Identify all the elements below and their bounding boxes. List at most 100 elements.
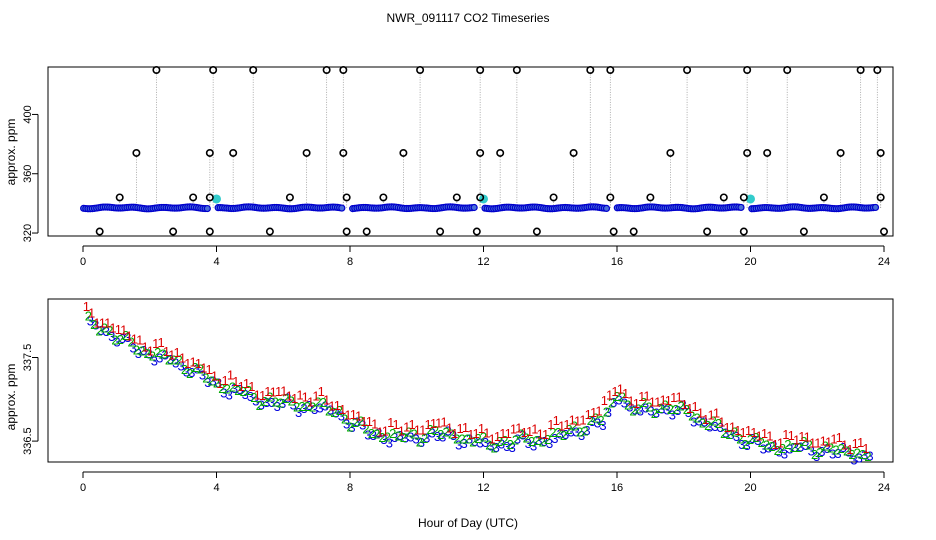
outlier-point <box>703 227 712 236</box>
series-2-point: 2 <box>571 419 578 434</box>
series-2-point: 2 <box>111 332 118 347</box>
series-2-point: 2 <box>501 433 508 448</box>
series-2-point: 2 <box>512 432 519 447</box>
series-3-point: 3 <box>322 399 329 414</box>
series-1-point: 1 <box>691 399 698 414</box>
series-2-point: 2 <box>496 434 503 449</box>
series-3-point: 3 <box>145 347 152 362</box>
series-2-point: 2 <box>416 434 423 449</box>
series-3-point: 3 <box>487 439 494 454</box>
series-2-point: 2 <box>357 413 364 428</box>
series-1-point: 1 <box>355 409 362 424</box>
series-1-point: 1 <box>168 347 175 362</box>
series-2-point: 2 <box>346 419 353 434</box>
series-2-point: 2 <box>619 389 626 404</box>
outlier-point <box>739 193 748 202</box>
series-3-point: 3 <box>113 334 120 349</box>
series-1-point: 1 <box>382 424 389 439</box>
outlier-point <box>265 227 274 236</box>
series-2-point: 2 <box>384 430 391 445</box>
series-3-point: 3 <box>695 413 702 428</box>
series-1-point: 1 <box>756 428 763 443</box>
outlier-point <box>285 193 294 202</box>
series-2-point: 2 <box>304 399 311 414</box>
series-1-point: 1 <box>157 335 164 350</box>
series-1-point: 1 <box>441 414 448 429</box>
series-2-point: 2 <box>715 416 722 431</box>
series-1-point: 1 <box>179 350 186 365</box>
series-2-point: 2 <box>394 428 401 443</box>
series-3-point: 3 <box>658 401 665 416</box>
series-2-point: 2 <box>517 427 524 442</box>
series-1-point: 1 <box>312 388 319 403</box>
outlier-point <box>666 148 675 157</box>
series-2-point: 2 <box>410 426 417 441</box>
series-1-point: 1 <box>398 423 405 438</box>
series-2-point: 2 <box>752 430 759 445</box>
outlier-point <box>476 148 485 157</box>
series-1-point: 1 <box>222 373 229 388</box>
series-1-point: 1 <box>360 414 367 429</box>
series-2-point: 2 <box>181 362 188 377</box>
series-2-point: 2 <box>629 403 636 418</box>
series-1-point: 1 <box>376 424 383 439</box>
series-1-point: 1 <box>724 420 731 435</box>
top-x-tick-label: 24 <box>878 256 890 268</box>
series-2-point: 2 <box>720 426 727 441</box>
series-2-point: 2 <box>747 432 754 447</box>
outlier-point <box>436 227 445 236</box>
series-1-point: 1 <box>238 379 245 394</box>
series-1-point: 1 <box>232 374 239 389</box>
series-3-point: 3 <box>279 396 286 411</box>
series-3-point: 3 <box>765 440 772 455</box>
series-3-point: 3 <box>551 431 558 446</box>
series-1-point: 1 <box>462 420 469 435</box>
top-plot-panel: 0 4 8 12 16 20 24 320 360 400 approx. ppm <box>4 66 894 268</box>
series-1-point: 1 <box>633 396 640 411</box>
outlier-point <box>342 193 351 202</box>
series-3-point: 3 <box>728 427 735 442</box>
series-2-point: 2 <box>565 422 572 437</box>
series-3-point: 3 <box>514 431 521 446</box>
series-1-point: 1 <box>638 389 645 404</box>
series-1-point: 1 <box>665 393 672 408</box>
series-3-point: 3 <box>760 441 767 456</box>
series-3-point: 3 <box>156 350 163 365</box>
series-1-point: 1 <box>708 408 715 423</box>
series-1-point: 1 <box>745 423 752 438</box>
series-1-point: 1 <box>686 401 693 416</box>
outlier-point <box>683 66 692 75</box>
series-3-point: 3 <box>140 343 147 358</box>
bottom-plot-frame <box>47 298 894 463</box>
series-3-point: 3 <box>749 431 756 446</box>
series-3-point: 3 <box>845 444 852 459</box>
series-3-point: 3 <box>284 391 291 406</box>
outlier-point <box>339 66 348 75</box>
bottom-x-tick-label: 8 <box>347 482 353 494</box>
top-x-tick-label: 20 <box>744 256 756 268</box>
series-2-point: 2 <box>528 434 535 449</box>
top-x-tick-label: 8 <box>347 256 353 268</box>
series-3-point: 3 <box>824 441 831 456</box>
series-1-point: 1 <box>115 322 122 337</box>
ambient-point <box>338 204 346 212</box>
series-3-point: 3 <box>295 405 302 420</box>
series-1-point: 1 <box>83 299 90 314</box>
series-1-point: 1 <box>489 432 496 447</box>
series-1-point: 1 <box>387 415 394 430</box>
series-1-point: 1 <box>740 425 747 440</box>
series-3-point: 3 <box>797 440 804 455</box>
series-2-point: 2 <box>864 449 871 464</box>
series-2-point: 2 <box>325 403 332 418</box>
series-3-point: 3 <box>343 416 350 431</box>
series-3-point: 3 <box>375 425 382 440</box>
bottom-x-tick-label: 20 <box>744 482 756 494</box>
series-1-point: 1 <box>286 389 293 404</box>
series-3-point: 3 <box>562 427 569 442</box>
series-3-point: 3 <box>172 356 179 371</box>
series-3-point: 3 <box>701 415 708 430</box>
series-3-point: 3 <box>354 415 361 430</box>
outlier-point <box>416 66 425 75</box>
highlight-point <box>746 194 755 204</box>
series-2-point: 2 <box>400 430 407 445</box>
